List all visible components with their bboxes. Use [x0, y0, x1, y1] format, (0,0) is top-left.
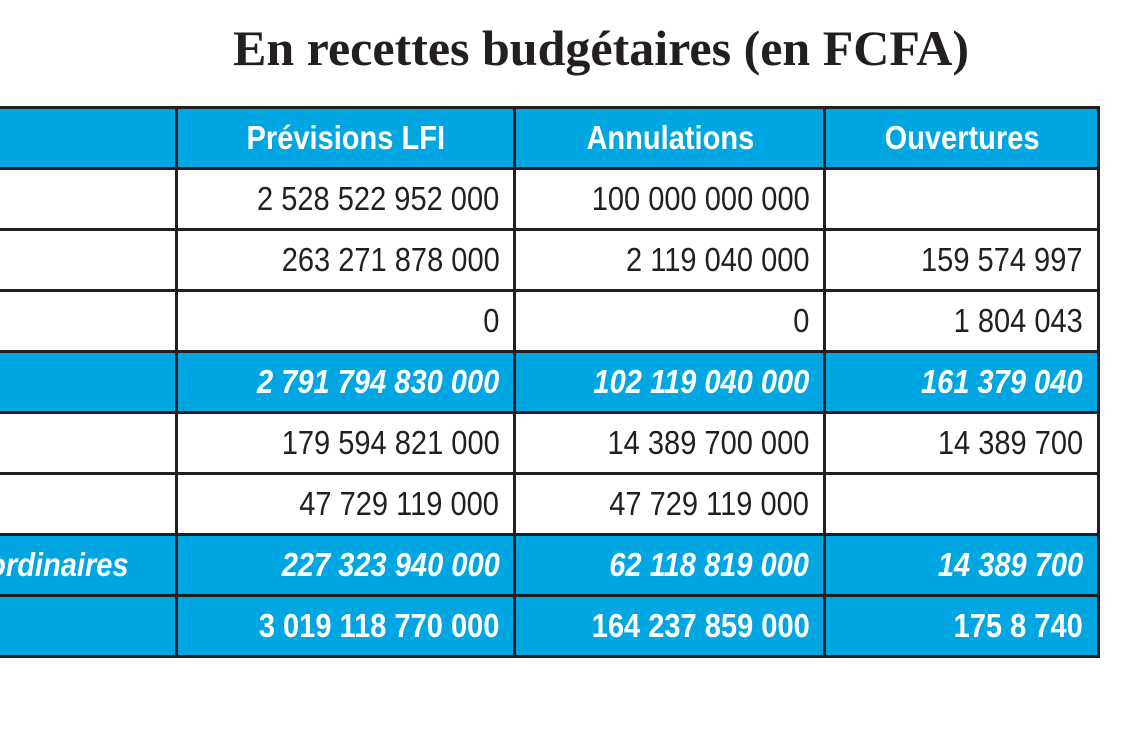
row-label [0, 228, 178, 292]
header-ouvertures: Ouvertures [823, 106, 1100, 170]
header-annulations: Annulations [513, 106, 827, 170]
row-label [0, 594, 178, 658]
subtotal-row: ordinaires 227 323 940 000 62 118 819 00… [0, 533, 1100, 597]
cell-previsions-lfi: 227 323 940 000 [174, 533, 517, 597]
cell-ouvertures [823, 472, 1100, 536]
table-row: 179 594 821 000 14 389 700 000 14 389 70… [0, 411, 1100, 475]
header-previsions-lfi: Prévisions LFI [174, 106, 517, 170]
cell-previsions-lfi: 179 594 821 000 [174, 411, 517, 475]
cell-previsions-lfi: 0 [174, 289, 517, 353]
cell-ouvertures: 159 574 997 [823, 228, 1100, 292]
cell-previsions-lfi: 47 729 119 000 [174, 472, 517, 536]
table-row: 263 271 878 000 2 119 040 000 159 574 99… [0, 228, 1100, 292]
cell-previsions-lfi: 263 271 878 000 [174, 228, 517, 292]
cell-annulations: 2 119 040 000 [513, 228, 827, 292]
cell-annulations: 164 237 859 000 [513, 594, 827, 658]
cell-ouvertures: 161 379 040 [823, 350, 1100, 414]
cell-ouvertures [823, 167, 1100, 231]
cell-annulations: 100 000 000 000 [513, 167, 827, 231]
row-label [0, 472, 178, 536]
cell-annulations: 14 389 700 000 [513, 411, 827, 475]
cell-annulations: 102 119 040 000 [513, 350, 827, 414]
cell-ouvertures: 14 389 700 [823, 411, 1100, 475]
cell-ouvertures: 1 804 043 [823, 289, 1100, 353]
table-row: 0 0 1 804 043 [0, 289, 1100, 353]
budget-revenue-table: Prévisions LFI Annulations Ouvertures 2 … [0, 106, 1100, 658]
row-label [0, 167, 178, 231]
row-label [0, 411, 178, 475]
row-label [0, 289, 178, 353]
table-row: 47 729 119 000 47 729 119 000 [0, 472, 1100, 536]
page-title: En recettes budgétaires (en FCFA) [233, 20, 969, 76]
cell-previsions-lfi: 3 019 118 770 000 [174, 594, 517, 658]
cell-annulations: 62 118 819 000 [513, 533, 827, 597]
header-label-column [0, 106, 178, 170]
row-label: s [0, 350, 178, 414]
subtotal-row: s 2 791 794 830 000 102 119 040 000 161 … [0, 350, 1100, 414]
cell-previsions-lfi: 2 791 794 830 000 [174, 350, 517, 414]
table-row: 2 528 522 952 000 100 000 000 000 [0, 167, 1100, 231]
cell-ouvertures: 14 389 700 [823, 533, 1100, 597]
row-label: ordinaires [0, 533, 178, 597]
cell-annulations: 0 [513, 289, 827, 353]
cell-annulations: 47 729 119 000 [513, 472, 827, 536]
total-row: 3 019 118 770 000 164 237 859 000 175 8 … [0, 594, 1100, 658]
cell-ouvertures: 175 8 740 [823, 594, 1100, 658]
table-header-row: Prévisions LFI Annulations Ouvertures [0, 106, 1100, 170]
cell-previsions-lfi: 2 528 522 952 000 [174, 167, 517, 231]
